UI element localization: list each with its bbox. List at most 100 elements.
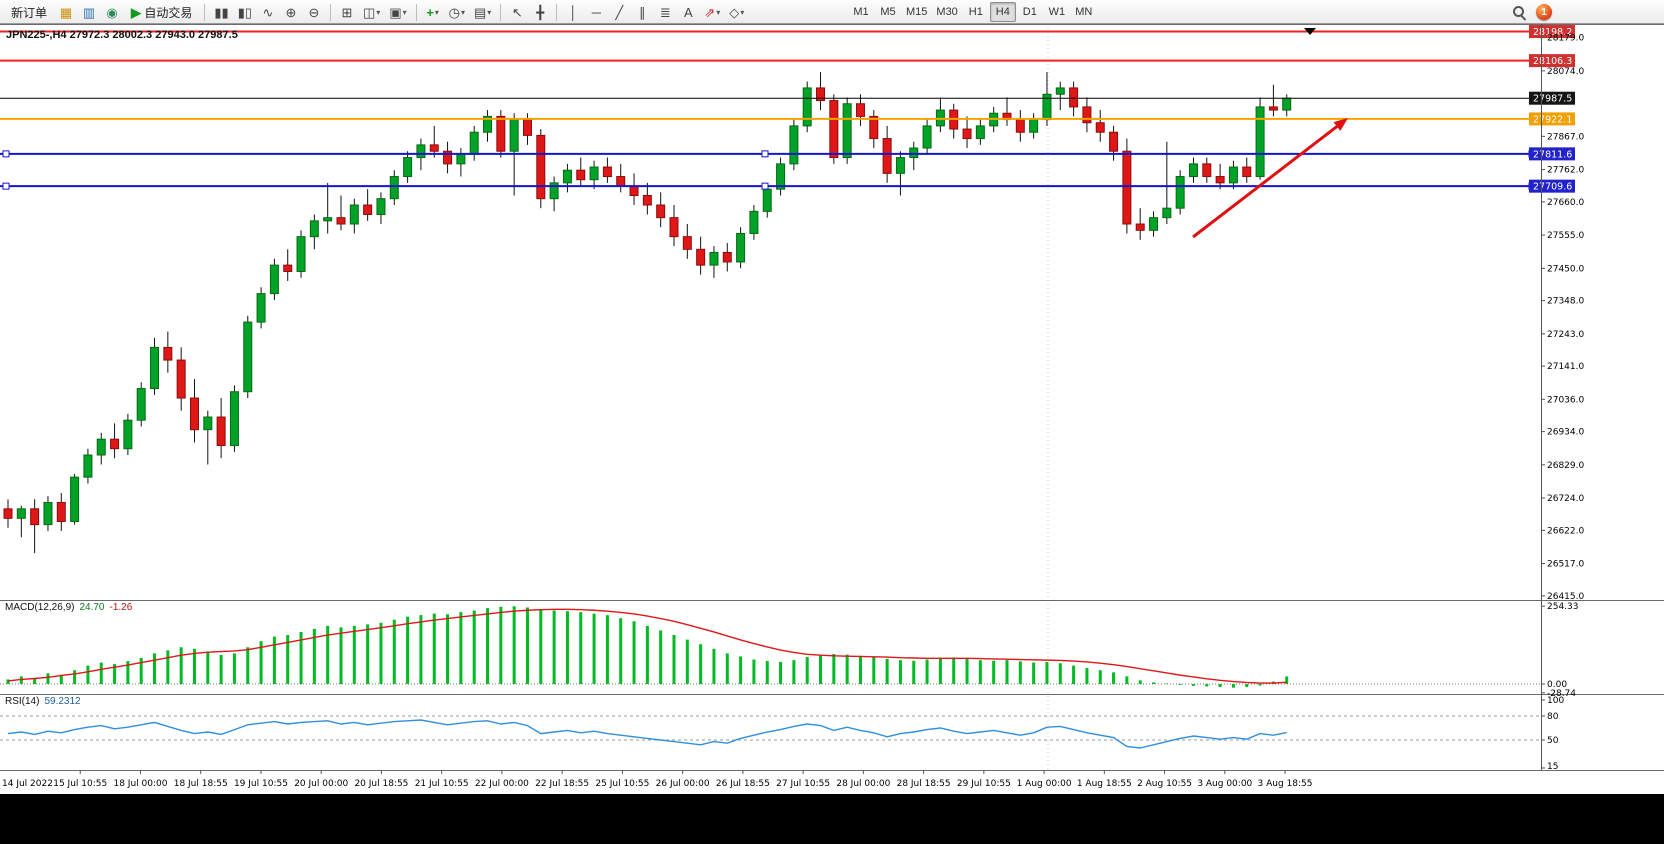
arrange-button[interactable]: ▣ ▾	[385, 2, 410, 22]
new-order-button[interactable]: 新订单	[4, 2, 54, 22]
svg-text:28 Jul 18:55: 28 Jul 18:55	[897, 779, 951, 789]
tf-d1-button[interactable]: D1	[1017, 2, 1043, 22]
add-indicator-button[interactable]: + ▾	[422, 2, 444, 22]
tf-mn-button[interactable]: MN	[1071, 2, 1097, 22]
market-watch-icon: ▦	[59, 4, 73, 20]
trend-arrow[interactable]	[1192, 120, 1345, 239]
zoom-out-button[interactable]: ⊖	[303, 2, 325, 22]
candlestick-series[interactable]	[3, 72, 1292, 554]
svg-text:27141.0: 27141.0	[1547, 362, 1584, 372]
chevron-down-icon: ▾	[740, 7, 745, 17]
tf-m30-button[interactable]: M30	[932, 2, 961, 22]
svg-text:254.33: 254.33	[1547, 602, 1579, 612]
text-tool-button[interactable]: A	[677, 2, 699, 22]
price-badge	[1529, 91, 1575, 105]
svg-text:19 Jul 10:55: 19 Jul 10:55	[234, 779, 288, 789]
channel-tool-button[interactable]: ∥	[631, 2, 653, 22]
candlestick-button[interactable]: ▮▯	[234, 2, 256, 22]
zoom-in-button[interactable]: ⊕	[280, 2, 302, 22]
svg-text:1 Aug 00:00: 1 Aug 00:00	[1017, 779, 1072, 789]
channel-icon: ∥	[639, 4, 646, 20]
svg-text:28106.3: 28106.3	[1533, 56, 1572, 67]
horizontal-line-icon: ─	[591, 4, 601, 20]
chart-shift-marker[interactable]	[1304, 28, 1316, 35]
search-icon[interactable]	[1512, 5, 1527, 20]
svg-text:28198.2: 28198.2	[1533, 27, 1572, 38]
profiles-button[interactable]: ◫ ▾	[359, 2, 384, 22]
price-chart-canvas[interactable]: 28198.2 28106.3 27987.5 27922.1 27811.6 27709…	[0, 24, 1664, 844]
horizontal-line-tool-button[interactable]: ─	[585, 2, 607, 22]
tile-windows-button[interactable]: ⊞	[336, 2, 358, 22]
svg-text:26934.0: 26934.0	[1547, 428, 1584, 438]
svg-text:27811.6: 27811.6	[1533, 149, 1572, 160]
chart-window: 28198.2 28106.3 27987.5 27922.1 27811.6 27709…	[0, 24, 1664, 844]
svg-text:27 Jul 10:55: 27 Jul 10:55	[776, 779, 830, 789]
tf-w1-button[interactable]: W1	[1044, 2, 1070, 22]
svg-text:3 Aug 18:55: 3 Aug 18:55	[1258, 779, 1313, 789]
cursor-tool-button[interactable]: ↖	[506, 2, 528, 22]
chart-title-text: JPN225-,H4 27972.3 28002.3 27943.0 27987…	[6, 29, 238, 41]
svg-text:27922.1: 27922.1	[1533, 114, 1572, 125]
toolbar-left-group: 新订单 ▦ ▥ ◉ ▶ 自动交易 ▮▮ ▮▯ ∿ ⊕ ⊖ ⊞ ◫ ▾ ▣ ▾ + ▾ …	[4, 1, 748, 23]
line-handle[interactable]	[2, 182, 10, 190]
line-handle[interactable]	[761, 182, 769, 190]
tf-h1-button[interactable]: H1	[963, 2, 989, 22]
market-watch-button[interactable]: ▦	[55, 2, 77, 22]
macd-value: 24.70	[79, 602, 105, 613]
tf-h4-button[interactable]: H4	[989, 2, 1016, 22]
zoom-in-icon: ⊕	[285, 4, 297, 20]
svg-text:22 Jul 18:55: 22 Jul 18:55	[535, 779, 589, 789]
vertical-line-tool-button[interactable]: │	[562, 2, 584, 22]
charts-button[interactable]: ▥	[78, 2, 100, 22]
arrows-tool-button[interactable]: ⇗ ▾	[700, 2, 724, 22]
autotrading-label: 自动交易	[144, 5, 193, 20]
chevron-down-icon: ▾	[402, 7, 407, 17]
vertical-line-icon: │	[569, 4, 578, 20]
svg-text:26724.0: 26724.0	[1547, 494, 1584, 504]
line-chart-button[interactable]: ∿	[257, 2, 279, 22]
trend-arrow-head	[1333, 118, 1348, 131]
trendline-tool-button[interactable]: ╱	[608, 2, 630, 22]
line-handle[interactable]	[2, 150, 10, 158]
template-button[interactable]: ▤ ▾	[470, 2, 495, 22]
toolbar-separator	[556, 3, 558, 21]
autotrading-button[interactable]: ▶ 自动交易	[124, 2, 199, 22]
add-indicator-icon: +	[426, 4, 434, 20]
svg-text:27036.0: 27036.0	[1547, 395, 1584, 405]
price-badge	[1529, 179, 1575, 193]
price-badge	[1529, 54, 1575, 68]
line-handle[interactable]	[761, 150, 769, 158]
tf-m5-button[interactable]: M5	[875, 2, 901, 22]
clock-icon: ◷	[448, 4, 460, 20]
community-icon: ◉	[106, 4, 118, 20]
tf-m15-button[interactable]: M15	[902, 2, 931, 22]
toolbar-separator	[415, 3, 417, 21]
svg-text:27762.0: 27762.0	[1547, 166, 1584, 176]
tf-m1-button[interactable]: M1	[848, 2, 874, 22]
rsi-value: 59.2312	[44, 696, 81, 707]
period-button[interactable]: ◷ ▾	[445, 2, 469, 22]
toolbar-separator	[204, 3, 206, 21]
shapes-tool-button[interactable]: ◇ ▾	[725, 2, 748, 22]
community-button[interactable]: ◉	[101, 2, 123, 22]
line-chart-icon: ∿	[262, 4, 274, 20]
text-tool-icon: A	[683, 4, 693, 20]
crosshair-icon: ╋	[536, 4, 545, 20]
arrows-tool-icon: ⇗	[704, 4, 716, 20]
bar-chart-button[interactable]: ▮▮	[210, 2, 232, 22]
macd-signal-value: -1.26	[109, 602, 133, 613]
svg-text:20 Jul 00:00: 20 Jul 00:00	[294, 779, 348, 789]
macd-signal-line	[7, 608, 1287, 684]
fibonacci-tool-button[interactable]: ≣	[654, 2, 676, 22]
profiles-icon: ◫	[363, 4, 376, 20]
timeframe-toolbar: M1 M5 M15 M30 H1 H4 D1 W1 MN	[848, 1, 1097, 23]
svg-text:28 Jul 00:00: 28 Jul 00:00	[836, 779, 890, 789]
svg-text:14 Jul 2022: 14 Jul 2022	[2, 779, 53, 789]
svg-text:26 Jul 18:55: 26 Jul 18:55	[716, 779, 770, 789]
svg-text:28074.0: 28074.0	[1547, 67, 1584, 77]
svg-text:80: 80	[1547, 712, 1559, 722]
crosshair-tool-button[interactable]: ╋	[529, 2, 551, 22]
notification-badge[interactable]: 1	[1536, 4, 1552, 20]
svg-text:27660.0: 27660.0	[1547, 198, 1584, 208]
